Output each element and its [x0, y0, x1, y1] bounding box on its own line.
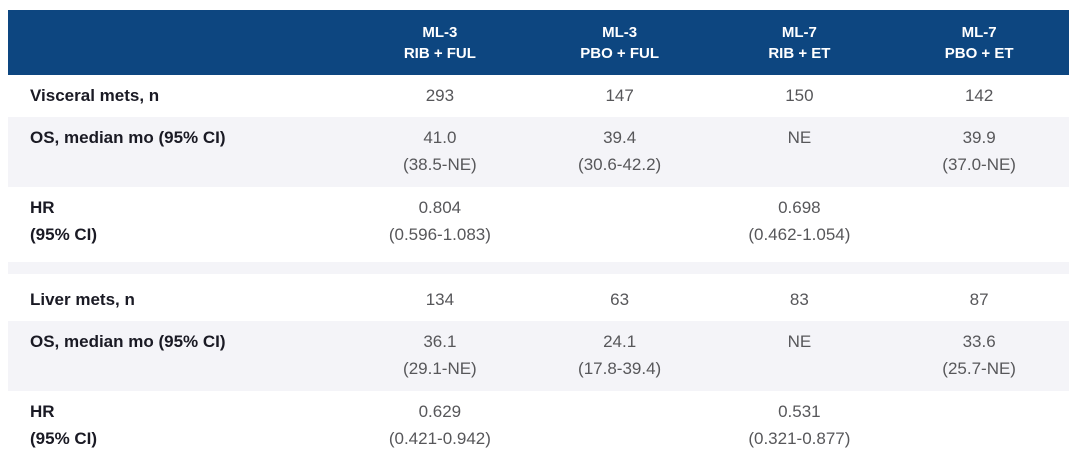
- median-value: 39.9: [962, 128, 996, 147]
- value-cell: 83: [789, 290, 809, 309]
- os-subgroup-table: ML-3 RIB + FUL ML-3 PBO + FUL ML-7 RIB +…: [8, 10, 1069, 461]
- trial-name: ML-3: [602, 23, 638, 41]
- value-cell: 0.629 (0.421-0.942): [350, 398, 530, 452]
- hr-value: 0.531: [778, 402, 821, 421]
- trial-name: ML-7: [781, 23, 817, 41]
- row-label: HR (95% CI): [8, 194, 350, 248]
- row-label: HR (95% CI): [8, 398, 350, 452]
- section-separator: [8, 262, 1069, 274]
- arm-name: PBO + FUL: [580, 44, 659, 62]
- value-cell: 134: [425, 290, 455, 309]
- row-label: OS, median mo (95% CI): [30, 128, 226, 147]
- header-corner-cell: [8, 10, 350, 75]
- hr-value: 0.698: [778, 198, 821, 217]
- ci-value: (25.7-NE): [942, 359, 1016, 378]
- median-value: NE: [787, 332, 812, 351]
- ci-value: (0.321-0.877): [748, 429, 851, 448]
- ci-value: (38.5-NE): [403, 155, 477, 174]
- table-header-row: ML-3 RIB + FUL ML-3 PBO + FUL ML-7 RIB +…: [8, 10, 1069, 75]
- median-value: 24.1: [603, 332, 637, 351]
- ci-label: (95% CI): [30, 429, 98, 448]
- median-value: NE: [787, 128, 812, 147]
- value-cell: NE: [710, 124, 890, 151]
- median-value: 39.4: [603, 128, 637, 147]
- row-liver-n: Liver mets, n 134 63 83 87: [8, 279, 1069, 321]
- ci-value: (0.462-1.054): [748, 225, 851, 244]
- value-cell: 36.1 (29.1-NE): [350, 328, 530, 382]
- hr-label: HR: [30, 402, 55, 421]
- value-cell: 293: [425, 86, 455, 105]
- ci-value: (37.0-NE): [942, 155, 1016, 174]
- median-value: 41.0: [423, 128, 457, 147]
- arm-name: RIB + ET: [768, 44, 831, 62]
- value-cell: 39.9 (37.0-NE): [889, 124, 1069, 178]
- value-cell: 0.698 (0.462-1.054): [710, 194, 890, 248]
- value-cell: 142: [964, 86, 994, 105]
- value-cell: 0.804 (0.596-1.083): [350, 194, 530, 248]
- ci-value: (30.6-42.2): [578, 155, 662, 174]
- hr-label: HR: [30, 198, 55, 217]
- header-cell-ml7-pbo-et: ML-7 PBO + ET: [889, 10, 1069, 75]
- ci-value: (17.8-39.4): [578, 359, 662, 378]
- row-visceral-n: Visceral mets, n 293 147 150 142: [8, 75, 1069, 117]
- value-cell: 87: [969, 290, 989, 309]
- value-cell: 63: [610, 290, 630, 309]
- value-cell: NE: [710, 328, 890, 355]
- row-label: OS, median mo (95% CI): [30, 332, 226, 351]
- value-cell: 150: [785, 86, 814, 105]
- value-cell: 33.6 (25.7-NE): [889, 328, 1069, 382]
- trial-name: ML-3: [422, 23, 458, 41]
- ci-value: (29.1-NE): [403, 359, 477, 378]
- row-visceral-hr: HR (95% CI) 0.804 (0.596-1.083) 0.698 (0…: [8, 187, 1069, 257]
- row-label: Visceral mets, n: [30, 86, 160, 105]
- ci-value: (0.596-1.083): [388, 225, 491, 244]
- header-cell-ml3-rib-ful: ML-3 RIB + FUL: [350, 10, 530, 75]
- value-cell: 0.531 (0.321-0.877): [710, 398, 890, 452]
- arm-name: RIB + FUL: [403, 44, 476, 62]
- row-liver-hr: HR (95% CI) 0.629 (0.421-0.942) 0.531 (0…: [8, 391, 1069, 461]
- ci-value: (0.421-0.942): [388, 429, 491, 448]
- value-cell: 39.4 (30.6-42.2): [530, 124, 710, 178]
- ci-label: (95% CI): [30, 225, 98, 244]
- header-cell-ml7-rib-et: ML-7 RIB + ET: [710, 10, 890, 75]
- row-liver-os: OS, median mo (95% CI) 36.1 (29.1-NE) 24…: [8, 321, 1069, 391]
- trial-name: ML-7: [961, 23, 997, 41]
- header-cell-ml3-pbo-ful: ML-3 PBO + FUL: [530, 10, 710, 75]
- median-value: 33.6: [962, 332, 996, 351]
- value-cell: 147: [605, 86, 634, 105]
- row-label: Liver mets, n: [30, 290, 135, 309]
- median-value: 36.1: [423, 332, 457, 351]
- value-cell: 24.1 (17.8-39.4): [530, 328, 710, 382]
- hr-value: 0.804: [418, 198, 462, 217]
- hr-value: 0.629: [418, 402, 462, 421]
- arm-name: PBO + ET: [944, 44, 1014, 62]
- value-cell: 41.0 (38.5-NE): [350, 124, 530, 178]
- row-visceral-os: OS, median mo (95% CI) 41.0 (38.5-NE) 39…: [8, 117, 1069, 187]
